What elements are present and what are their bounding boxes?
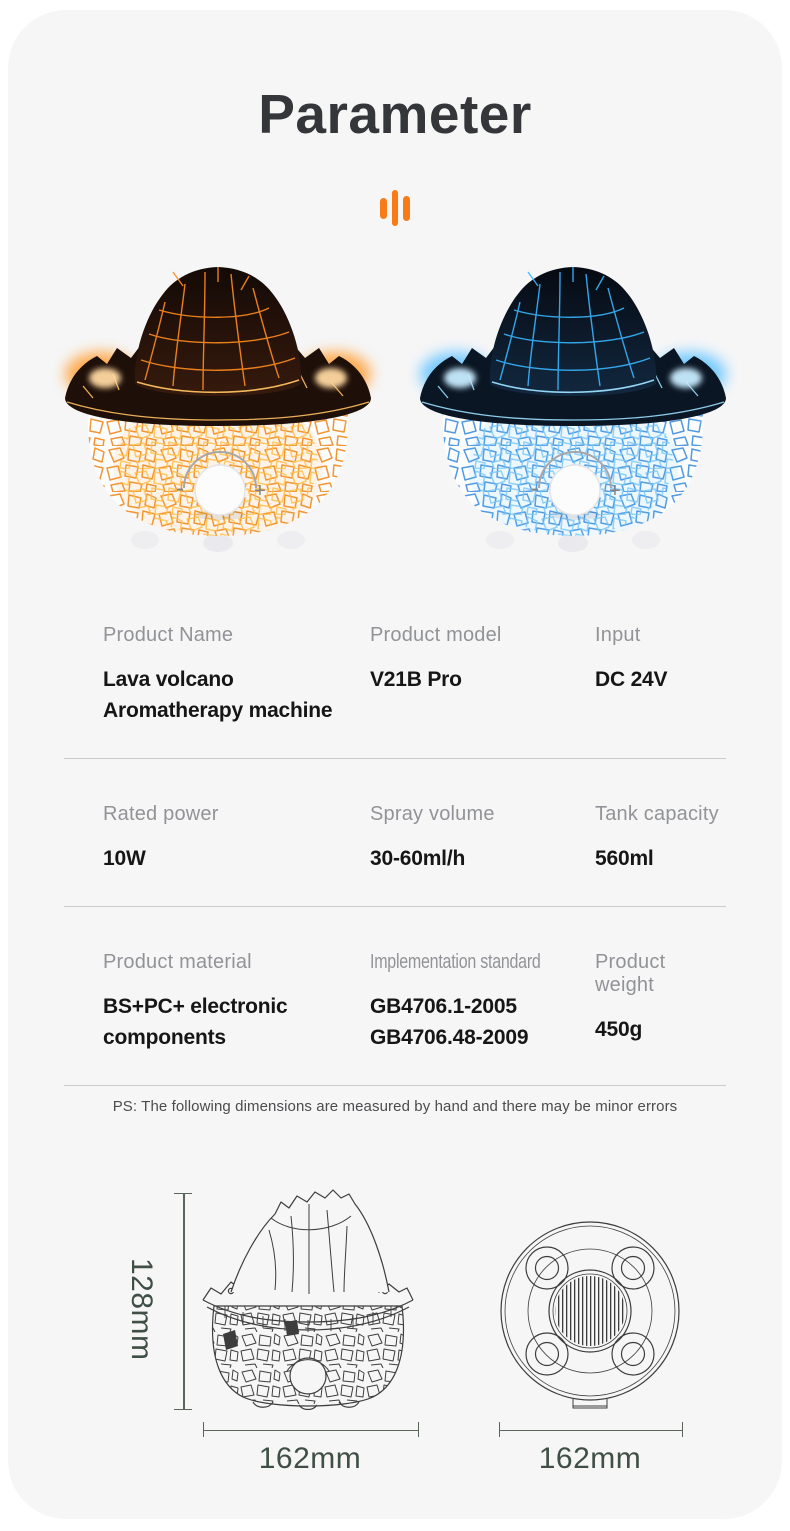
blue-volcano-diffuser-image: - + [419,267,726,552]
spec-value: 560ml [595,847,654,871]
svg-text:-: - [531,475,539,502]
spec-label: Spray volume [370,803,495,826]
pulse-bar [403,195,410,221]
product-photo-blue: - + [408,262,738,552]
spec-label: Input [595,624,641,646]
spec-cell-product-material: Product material BS+PC+ electronic compo… [103,951,370,1053]
svg-text:+: + [254,480,266,502]
spec-value: DC 24V [595,668,668,691]
spec-value: 10W [103,847,146,871]
pulse-bar [380,197,387,219]
height-dimension-line [174,1193,192,1410]
svg-text:-: - [176,475,184,502]
spec-row-3: Product material BS+PC+ electronic compo… [64,907,726,1087]
spec-label: Implementation standard [370,951,541,974]
page-title: Parameter [258,83,532,145]
spec-cell-product-model: Product model V21B Pro [370,624,595,726]
spec-row-2: Rated power 10W Spray volume 30-60ml/h T… [64,759,726,908]
height-dimension-label: 128mm [125,1258,158,1361]
spec-value: 450g [595,1018,643,1042]
spec-label: Product Name [103,624,234,646]
bottom-width-dimension-label: 162mm [538,1442,642,1475]
spec-cell-tank-capacity: Tank capacity 560ml [595,803,726,874]
spec-value: Lava volcano Aromatherapy machine [103,668,333,723]
spec-label: Product weight [595,951,666,997]
product-photo-flame: - + [53,262,383,552]
spec-table: Product Name Lava volcano Aromatherapy m… [64,598,726,1087]
spec-cell-input: Input DC 24V [595,624,726,726]
front-width-dimension-line [203,1422,419,1437]
spec-value: V21B Pro [370,668,462,691]
spec-value: GB4706.1-2005 GB4706.48-2009 [370,995,529,1050]
bottom-view-drawing [500,1221,680,1409]
pulse-bars-icon [8,188,782,228]
spec-cell-spray-volume: Spray volume 30-60ml/h [370,803,595,874]
bottom-width-dimension-line [499,1422,683,1437]
measurement-note: PS: The following dimensions are measure… [112,1098,678,1115]
parameter-card: Parameter [8,10,782,1519]
svg-text:+: + [609,480,621,502]
front-width-dimension-label: 162mm [258,1442,362,1475]
spec-cell-product-name: Product Name Lava volcano Aromatherapy m… [103,624,370,726]
spec-cell-rated-power: Rated power 10W [103,803,370,874]
spec-label: Rated power [103,803,219,826]
spec-value: 30-60ml/h [370,847,466,871]
spec-label: Product model [370,624,502,646]
spec-row-1: Product Name Lava volcano Aromatherapy m… [64,598,726,760]
front-view-drawing [202,1189,414,1410]
pulse-bar [391,190,399,226]
flame-volcano-diffuser-image: - + [64,267,371,552]
product-photos: - + [8,262,782,552]
spec-label: Product material [103,951,252,974]
spec-cell-implementation-standard: Implementation standard GB4706.1-2005 GB… [370,951,595,1053]
spec-value: BS+PC+ electronic components [103,995,288,1050]
spec-cell-product-weight: Product weight 450g [595,951,726,1053]
spec-label: Tank capacity [595,803,719,826]
